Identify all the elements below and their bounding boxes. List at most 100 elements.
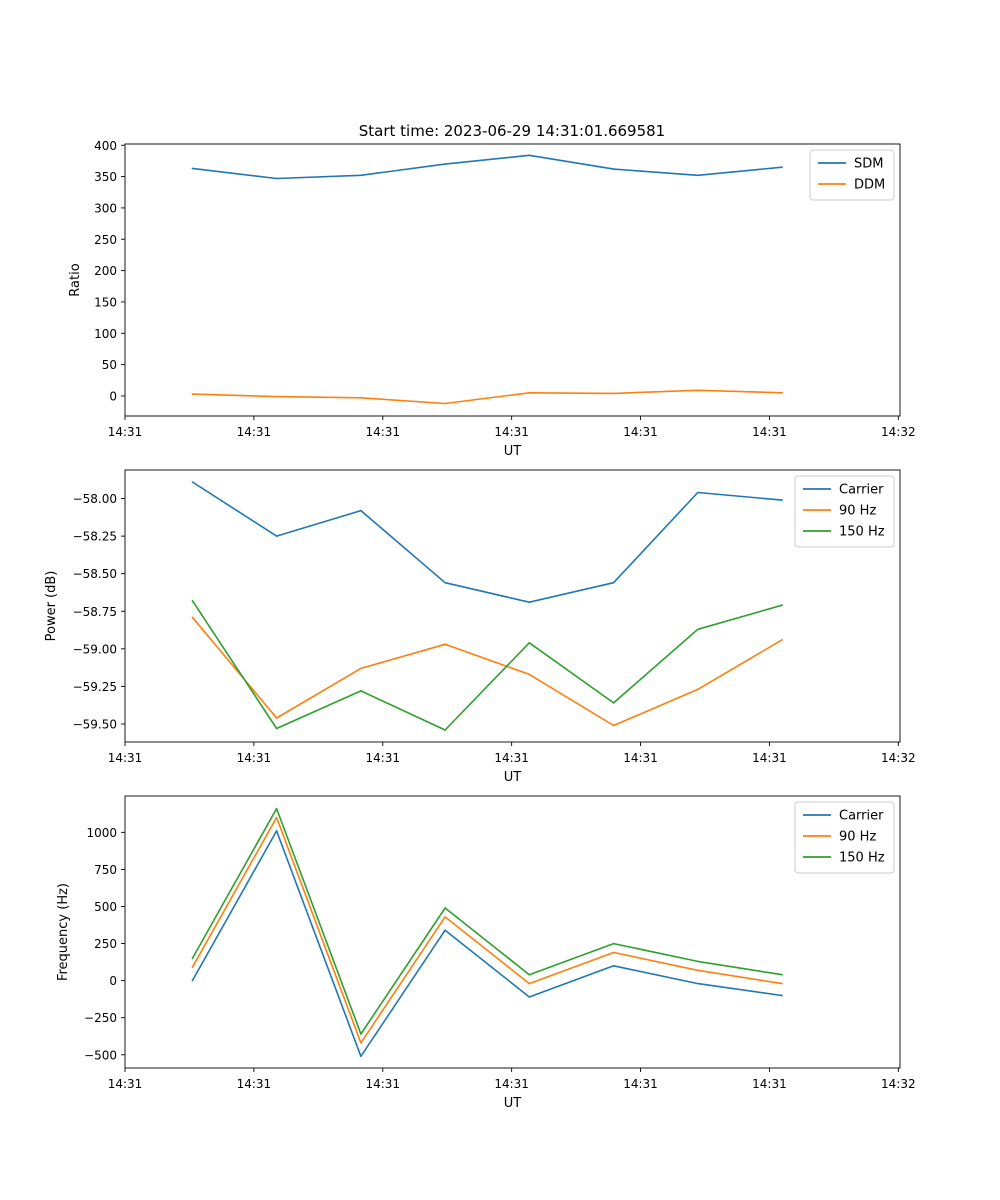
ratio-x-axis-label: UT — [504, 444, 522, 459]
power-data-point — [191, 599, 194, 602]
power-x-tick-label: 14:31 — [365, 751, 400, 765]
frequency-x-tick-label: 14:31 — [108, 1077, 143, 1091]
frequency-data-point — [781, 982, 783, 985]
ratio-axes-frame — [124, 143, 901, 417]
power-data-point — [528, 642, 531, 644]
ratio-data-point — [697, 174, 699, 177]
ratio-x-tick-label: 14:31 — [494, 425, 529, 439]
power-data-point — [612, 581, 615, 584]
frequency-legend-label: Carrier — [839, 809, 884, 824]
power-y-tick-label: −59.00 — [73, 642, 117, 656]
frequency-data-point — [528, 982, 531, 985]
frequency-data-point — [360, 1055, 362, 1058]
power-x-tick-label: 14:32 — [881, 751, 916, 765]
power-data-point — [697, 491, 699, 494]
power-y-tick-label: −58.25 — [73, 530, 117, 544]
frequency-x-tick-label: 14:31 — [752, 1077, 787, 1091]
power-data-point — [697, 628, 699, 631]
power-y-tick-label: −59.50 — [73, 717, 117, 731]
ratio-data-point — [191, 393, 194, 395]
ratio-y-tick-label: 300 — [94, 201, 117, 215]
figure-title: Start time: 2023-06-29 14:31:01.669581 — [359, 122, 665, 140]
frequency-axes-frame — [124, 795, 901, 1069]
power-data-point — [697, 688, 699, 691]
power-data-point — [275, 717, 278, 719]
ratio-x-tick-label: 14:31 — [365, 425, 400, 439]
frequency-data-point — [275, 816, 278, 819]
frequency-data-point — [697, 969, 699, 972]
frequency-data-point — [528, 973, 531, 976]
ratio-data-point — [612, 168, 615, 170]
ratio-x-tick-label: 14:31 — [237, 425, 272, 439]
frequency-panel: 14:31 14:31 14:31 14:31 14:31 14:31 14:32 −500 −… — [56, 795, 916, 1111]
power-legend-label: 150 Hz — [839, 525, 885, 540]
frequency-series-line-1 — [191, 830, 783, 1058]
ratio-y-tick-label: 150 — [94, 295, 117, 309]
frequency-legend-box — [794, 801, 895, 874]
frequency-x-axis-label: UT — [504, 1096, 522, 1111]
frequency-data-point — [697, 960, 699, 963]
ratio-y-tick-label: 400 — [94, 139, 117, 153]
ratio-data-point — [444, 163, 446, 165]
ratio-y-tick-label: 0 — [109, 389, 117, 403]
ratio-x-tick-label: 14:32 — [881, 425, 916, 439]
power-panel: 14:31 14:31 14:31 14:31 14:31 14:31 14:32 −59.5… — [44, 469, 916, 785]
power-legend-label: 90 Hz — [839, 504, 876, 519]
power-series-line-2 — [191, 616, 783, 727]
power-legend-label: Carrier — [839, 483, 884, 498]
frequency-data-point — [612, 951, 615, 954]
frequency-series-line-3 — [191, 807, 783, 1035]
ratio-x-tick-label: 14:31 — [108, 425, 143, 439]
power-data-point — [781, 604, 783, 606]
frequency-series-line-2 — [191, 816, 783, 1044]
power-data-point — [528, 601, 531, 603]
frequency-data-point — [444, 916, 446, 918]
power-x-tick-label: 14:31 — [752, 751, 787, 765]
ratio-x-tick-label: 14:31 — [752, 425, 787, 439]
ratio-legend-label: SDM — [854, 157, 883, 172]
power-data-point — [612, 724, 615, 727]
ratio-data-point — [275, 177, 278, 180]
ratio-y-axis-label: Ratio — [68, 263, 83, 296]
ratio-y-tick-label: 250 — [94, 233, 117, 247]
power-x-tick-label: 14:31 — [494, 751, 529, 765]
frequency-data-point — [697, 982, 699, 985]
ratio-x-tick-label: 14:31 — [623, 425, 658, 439]
ratio-data-point — [697, 389, 699, 392]
ratio-data-point — [528, 392, 531, 394]
frequency-data-point — [444, 929, 446, 931]
power-data-point — [781, 499, 783, 501]
frequency-data-point — [781, 994, 783, 997]
power-data-point — [444, 581, 446, 584]
power-data-point — [275, 535, 278, 537]
power-data-point — [360, 690, 362, 692]
ratio-data-point — [360, 174, 362, 177]
frequency-legend-label: 90 Hz — [839, 830, 876, 845]
power-data-point — [612, 702, 615, 704]
power-x-axis-label: UT — [504, 770, 522, 785]
frequency-x-tick-label: 14:32 — [881, 1077, 916, 1091]
frequency-x-tick-label: 14:31 — [365, 1077, 400, 1091]
frequency-y-tick-label: −500 — [84, 1048, 117, 1062]
power-data-point — [275, 727, 278, 730]
frequency-data-point — [191, 957, 194, 960]
frequency-x-tick-label: 14:31 — [494, 1077, 529, 1091]
frequency-data-point — [612, 942, 615, 945]
ratio-data-point — [275, 395, 278, 398]
ratio-series-line-1 — [192, 154, 783, 180]
ratio-data-point — [781, 392, 783, 394]
power-series-line-3 — [191, 600, 783, 731]
ratio-y-tick-label: 350 — [94, 170, 117, 184]
power-x-tick-label: 14:31 — [237, 751, 272, 765]
frequency-y-tick-label: −250 — [84, 1011, 117, 1025]
ratio-data-point — [360, 397, 362, 399]
power-y-tick-label: −58.00 — [73, 492, 117, 506]
power-data-point — [528, 673, 531, 676]
frequency-data-point — [444, 907, 446, 909]
ratio-data-point — [191, 167, 194, 170]
power-data-point — [360, 667, 362, 670]
power-y-axis-label: Power (dB) — [44, 571, 59, 642]
power-y-tick-label: −58.50 — [73, 567, 117, 581]
ratio-y-tick-label: 100 — [94, 327, 117, 341]
